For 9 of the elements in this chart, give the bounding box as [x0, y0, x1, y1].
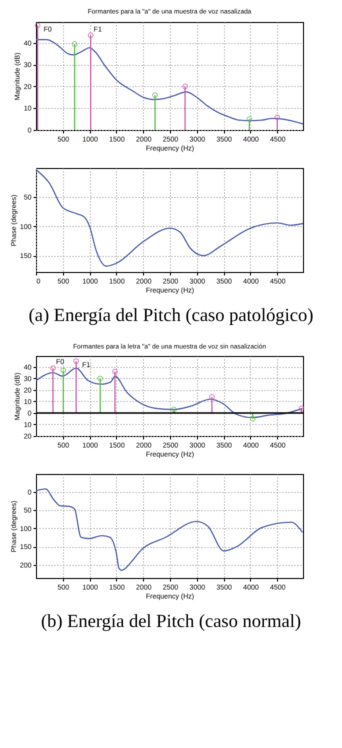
text: (b) Energía del Pitch (caso normal)	[40, 612, 302, 632]
line-series	[35, 169, 304, 267]
point	[250, 416, 256, 422]
text: (a) Energía del Pitch (caso patológico)	[28, 306, 314, 326]
point	[171, 406, 177, 412]
line-series	[35, 488, 304, 571]
line-series	[35, 367, 304, 418]
point	[298, 406, 304, 412]
line-series	[35, 39, 304, 125]
